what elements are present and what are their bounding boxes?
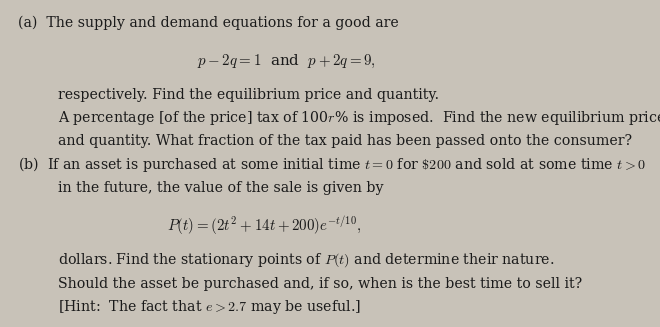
Text: in the future, the value of the sale is given by: in the future, the value of the sale is … bbox=[58, 181, 384, 195]
Text: [Hint:  The fact that $e > 2.7$ may be useful.]: [Hint: The fact that $e > 2.7$ may be us… bbox=[58, 298, 361, 316]
Text: respectively. Find the equilibrium price and quantity.: respectively. Find the equilibrium price… bbox=[58, 88, 440, 102]
Text: A percentage [of the price] tax of 100$r$% is imposed.  Find the new equilibrium: A percentage [of the price] tax of 100$r… bbox=[58, 109, 660, 127]
Text: (a)  The supply and demand equations for a good are: (a) The supply and demand equations for … bbox=[18, 15, 399, 30]
Text: Should the asset be purchased and, if so, when is the best time to sell it?: Should the asset be purchased and, if so… bbox=[58, 277, 583, 291]
Text: (b)  If an asset is purchased at some initial time $t = 0$ for $\$200$ and sold : (b) If an asset is purchased at some ini… bbox=[18, 155, 646, 174]
Text: and quantity. What fraction of the tax paid has been passed onto the consumer?: and quantity. What fraction of the tax p… bbox=[58, 134, 632, 148]
Text: dollars. Find the stationary points of $P(t)$ and determine their nature.: dollars. Find the stationary points of $… bbox=[58, 251, 555, 269]
Text: $p - 2q = 1$  and  $p + 2q = 9,$: $p - 2q = 1$ and $p + 2q = 9,$ bbox=[197, 52, 376, 70]
Text: $P(t) = (2t^2 + 14t + 200)e^{-t/10},$: $P(t) = (2t^2 + 14t + 200)e^{-t/10},$ bbox=[167, 215, 362, 237]
